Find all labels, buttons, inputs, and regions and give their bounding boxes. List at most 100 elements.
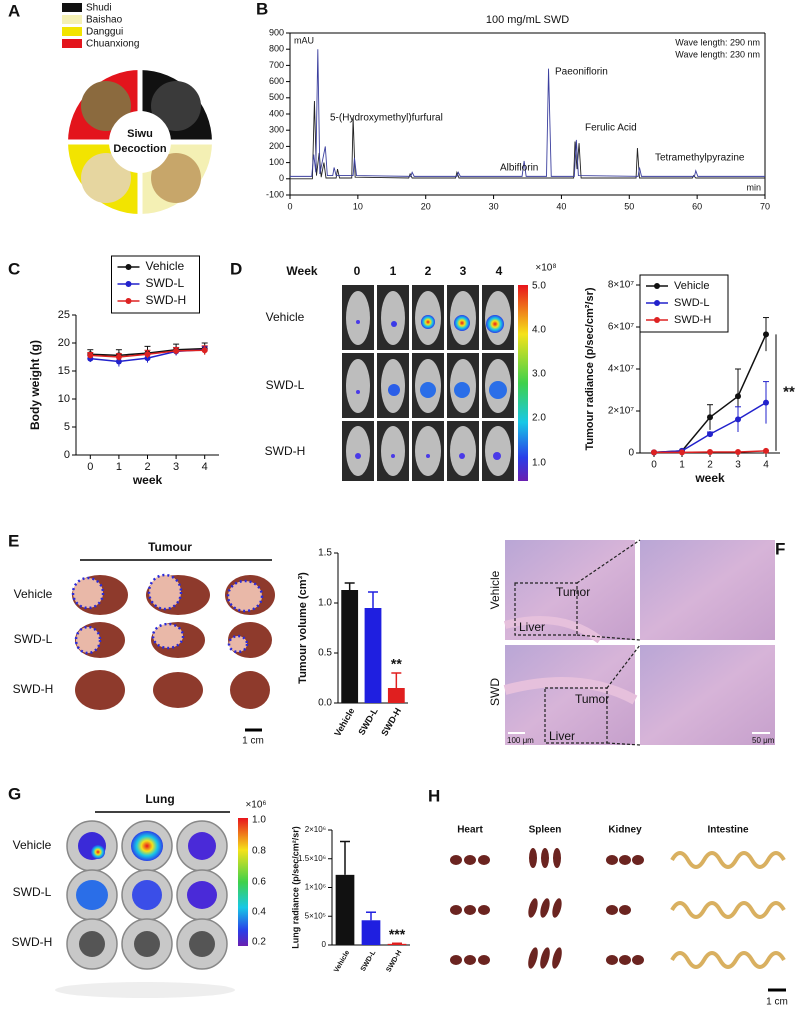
x-tick-label: 2 xyxy=(707,460,713,471)
x-tick-label: SWD-H xyxy=(385,949,403,973)
legend-label: Chuanxiong xyxy=(86,39,139,50)
organ-label: Kidney xyxy=(608,825,642,836)
colorbar-tick-label: 4.0 xyxy=(532,325,546,336)
y-tick-label: 0 xyxy=(64,449,70,461)
scale-label: 50 μm xyxy=(752,736,775,745)
y-tick-label: 5 xyxy=(64,421,70,433)
week-number: 4 xyxy=(496,264,503,278)
lung-images xyxy=(55,818,248,998)
region-label: Tumor xyxy=(556,585,590,599)
bar xyxy=(341,590,359,703)
y-tick-label: 0 xyxy=(322,940,327,949)
peak-label: 5-(Hydroxymethyl)furfural xyxy=(330,113,443,124)
data-point xyxy=(735,416,741,423)
x-tick-label: 30 xyxy=(489,201,499,211)
row-label: SWD xyxy=(488,678,502,706)
bioluminescence-images xyxy=(342,285,528,481)
data-point xyxy=(651,449,657,456)
peak-label: Tetramethylpyrazine xyxy=(655,153,745,164)
y-tick-label: 0.5 xyxy=(318,648,332,659)
y-tick-label: 900 xyxy=(269,27,284,37)
panel-letter: G xyxy=(8,784,21,803)
diagram-center-label: Siwu xyxy=(127,128,153,140)
legend-label: Wave length: 230 nm xyxy=(675,49,760,59)
diagram-center-label: Decoction xyxy=(113,143,166,155)
data-point xyxy=(201,347,208,354)
data-point xyxy=(144,351,151,358)
row-label: Vehicle xyxy=(488,570,502,609)
panel-letter: D xyxy=(230,259,242,278)
legend-label: Shudi xyxy=(86,3,112,14)
x-tick-label: Vehicle xyxy=(332,706,356,738)
group-label: Tumour xyxy=(148,540,192,554)
y-axis-label: Tumour volume (cm³) xyxy=(297,572,309,684)
legend-swatch xyxy=(62,39,82,48)
week-number: 3 xyxy=(460,264,467,278)
significance-label: *** xyxy=(389,926,406,942)
y-tick-label: 1.5 xyxy=(318,548,332,559)
x-tick-label: 3 xyxy=(735,460,741,471)
group-label: Lung xyxy=(145,792,174,806)
data-point xyxy=(707,414,713,421)
row-label: SWD-H xyxy=(265,444,306,458)
x-axis-label: min xyxy=(746,182,761,192)
histology-images xyxy=(503,539,775,746)
y-tick-label: 5×10⁵ xyxy=(305,911,326,920)
data-point xyxy=(115,358,122,365)
legend-marker xyxy=(125,298,132,304)
row-label: SWD-L xyxy=(266,378,305,392)
organ-label: Heart xyxy=(457,825,483,836)
tumour-images xyxy=(71,573,275,732)
week-header: Week xyxy=(286,264,317,278)
x-tick-label: 70 xyxy=(760,201,770,211)
legend-marker xyxy=(125,281,132,287)
significance-label: ** xyxy=(783,384,795,401)
y-tick-label: 200 xyxy=(269,141,284,151)
y-tick-label: 500 xyxy=(269,92,284,102)
x-tick-label: 2 xyxy=(144,461,150,473)
y-tick-label: 6×10⁷ xyxy=(608,322,635,333)
y-tick-label: 1×10⁶ xyxy=(305,883,326,892)
x-tick-label: 4 xyxy=(763,460,769,471)
y-tick-label: 4×10⁷ xyxy=(608,364,635,375)
colorbar-tick-label: 2.0 xyxy=(532,413,546,424)
x-tick-label: 40 xyxy=(556,201,566,211)
x-tick-label: 50 xyxy=(624,201,634,211)
data-point xyxy=(87,352,94,359)
row-label: SWD-L xyxy=(14,632,53,646)
bar xyxy=(387,688,405,703)
data-point xyxy=(763,399,769,406)
legend-label: Danggui xyxy=(86,27,123,38)
region-label: Liver xyxy=(519,620,545,634)
x-tick-label: 60 xyxy=(692,201,702,211)
scale-label: 1 cm xyxy=(766,997,788,1008)
panel-letter: B xyxy=(256,0,268,18)
x-axis-label: week xyxy=(132,473,163,487)
y-tick-label: 8×10⁷ xyxy=(608,280,635,291)
data-point xyxy=(763,447,769,454)
region-label: Liver xyxy=(549,729,575,743)
colorbar-tick-label: 5.0 xyxy=(532,281,546,292)
legend-label: SWD-L xyxy=(146,276,185,290)
y-tick-label: 700 xyxy=(269,60,284,70)
panel-letter: E xyxy=(8,531,19,550)
data-point xyxy=(735,393,741,400)
y-tick-label: -100 xyxy=(266,189,284,199)
y-tick-label: 1.0 xyxy=(318,598,332,609)
data-point xyxy=(173,347,180,354)
colorbar-unit: ×10⁶ xyxy=(245,800,266,811)
x-tick-label: 0 xyxy=(651,460,657,471)
significance-label: ** xyxy=(391,656,402,672)
decoction-diagram xyxy=(66,68,214,216)
y-tick-label: 600 xyxy=(269,76,284,86)
row-label: Vehicle xyxy=(14,587,53,601)
x-tick-label: 4 xyxy=(202,461,208,473)
y-tick-label: 2×10⁷ xyxy=(608,406,635,417)
legend-marker xyxy=(125,264,132,270)
bar xyxy=(364,608,382,703)
legend-marker xyxy=(654,300,660,306)
scale-label: 100 μm xyxy=(507,736,534,745)
colorbar-unit: ×10⁸ xyxy=(535,263,556,274)
legend-label: Vehicle xyxy=(146,259,185,273)
